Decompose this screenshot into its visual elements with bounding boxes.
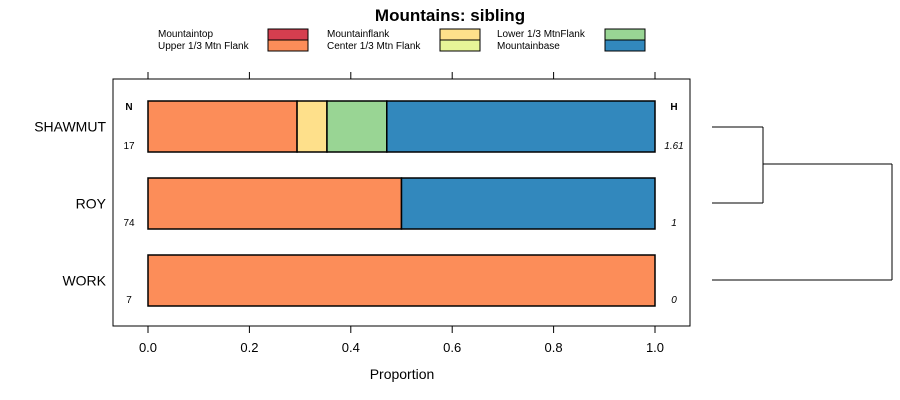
bars	[147, 100, 656, 307]
bar-segment-shawmut	[296, 100, 328, 153]
legend-label-mountainbase: Mountainbase	[497, 41, 560, 52]
axes: 0.0 0.2 0.4 0.6 0.8 1.0	[139, 72, 664, 355]
x-tick-label: 0.2	[240, 340, 258, 355]
category-label: WORK	[62, 273, 106, 289]
x-tick-label: 1.0	[646, 340, 664, 355]
bar-segment-roy	[147, 177, 403, 230]
bar-segment-shawmut	[147, 100, 298, 153]
legend-swatch-lower-1-3-mtnflank	[604, 28, 646, 41]
x-tick-label: 0.6	[443, 340, 461, 355]
legend-label-lower-1-3-mtnflank: Lower 1/3 MtnFlank	[497, 29, 586, 40]
n-header: N	[125, 102, 132, 113]
dendrogram	[712, 126, 893, 281]
legend-swatch-center-1-3-mtn-flank	[439, 39, 481, 52]
bar-segment-work	[147, 254, 656, 307]
chart-title: Mountains: sibling	[375, 6, 525, 25]
bar-segment-shawmut	[326, 100, 388, 153]
h-value: 1.61	[664, 141, 683, 152]
n-value: 7	[126, 295, 132, 306]
h-header: H	[670, 102, 677, 113]
category-label: ROY	[76, 196, 107, 212]
legend-label-mountainflank: Mountainflank	[327, 29, 390, 40]
h-value: 0	[671, 295, 677, 306]
bar-segment-roy	[400, 177, 656, 230]
plot-frame	[112, 78, 691, 327]
n-value: 17	[123, 141, 135, 152]
legend-label-center-1-3-mtn-flank: Center 1/3 Mtn Flank	[327, 41, 421, 52]
legend-swatch-mountaintop	[267, 28, 309, 41]
bar-segment-shawmut	[386, 100, 656, 153]
x-tick-label: 0.4	[342, 340, 360, 355]
x-tick-label: 0.0	[139, 340, 157, 355]
n-value: 74	[123, 218, 135, 229]
legend-swatch-mountainflank	[439, 28, 481, 41]
category-label: SHAWMUT	[34, 119, 106, 135]
x-tick-label: 0.8	[545, 340, 563, 355]
legend-label-upper-1-3-mtn-flank: Upper 1/3 Mtn Flank	[158, 41, 250, 52]
h-value: 1	[671, 218, 677, 229]
legend-swatch-upper-1-3-mtn-flank	[267, 39, 309, 52]
legend-label-mountaintop: Mountaintop	[158, 29, 213, 40]
x-axis-label: Proportion	[370, 366, 435, 382]
legend-swatch-mountainbase	[604, 39, 646, 52]
row-labels: SHAWMUT 17 1.61 ROY 74 1 WORK 7 0	[34, 119, 684, 307]
